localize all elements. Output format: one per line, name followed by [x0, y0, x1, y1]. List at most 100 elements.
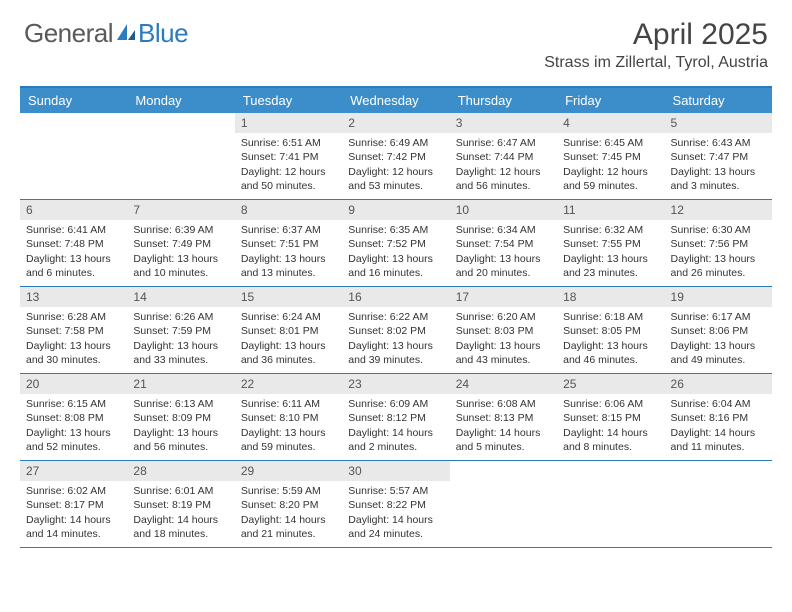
day-number: 13: [20, 287, 127, 307]
sunset-text: Sunset: 7:48 PM: [26, 237, 121, 251]
day-cell: 17Sunrise: 6:20 AMSunset: 8:03 PMDayligh…: [450, 287, 557, 373]
day-cell: [450, 461, 557, 547]
day-number: 17: [450, 287, 557, 307]
day-body: Sunrise: 6:02 AMSunset: 8:17 PMDaylight:…: [20, 481, 127, 545]
day-cell: 20Sunrise: 6:15 AMSunset: 8:08 PMDayligh…: [20, 374, 127, 460]
daylight-text: Daylight: 14 hours and 2 minutes.: [348, 426, 443, 454]
daylight-text: Daylight: 12 hours and 50 minutes.: [241, 165, 336, 193]
day-number: 29: [235, 461, 342, 481]
day-number: 18: [557, 287, 664, 307]
day-number: 20: [20, 374, 127, 394]
daylight-text: Daylight: 14 hours and 8 minutes.: [563, 426, 658, 454]
daylight-text: Daylight: 14 hours and 18 minutes.: [133, 513, 228, 541]
week-row: 20Sunrise: 6:15 AMSunset: 8:08 PMDayligh…: [20, 374, 772, 461]
day-cell: 1Sunrise: 6:51 AMSunset: 7:41 PMDaylight…: [235, 113, 342, 199]
sunrise-text: Sunrise: 6:41 AM: [26, 223, 121, 237]
day-number: 21: [127, 374, 234, 394]
sunset-text: Sunset: 8:12 PM: [348, 411, 443, 425]
dow-tuesday: Tuesday: [235, 88, 342, 113]
day-cell: [557, 461, 664, 547]
day-number: 2: [342, 113, 449, 133]
sunrise-text: Sunrise: 6:11 AM: [241, 397, 336, 411]
logo-sail-icon: [115, 18, 137, 49]
day-cell: 13Sunrise: 6:28 AMSunset: 7:58 PMDayligh…: [20, 287, 127, 373]
logo-text-blue: Blue: [138, 18, 188, 49]
sunrise-text: Sunrise: 6:13 AM: [133, 397, 228, 411]
sunset-text: Sunset: 8:19 PM: [133, 498, 228, 512]
day-body: Sunrise: 6:37 AMSunset: 7:51 PMDaylight:…: [235, 220, 342, 284]
day-cell: 21Sunrise: 6:13 AMSunset: 8:09 PMDayligh…: [127, 374, 234, 460]
day-cell: 25Sunrise: 6:06 AMSunset: 8:15 PMDayligh…: [557, 374, 664, 460]
sunrise-text: Sunrise: 6:17 AM: [671, 310, 766, 324]
sunset-text: Sunset: 8:02 PM: [348, 324, 443, 338]
day-number: 12: [665, 200, 772, 220]
day-cell: 15Sunrise: 6:24 AMSunset: 8:01 PMDayligh…: [235, 287, 342, 373]
day-body: Sunrise: 6:20 AMSunset: 8:03 PMDaylight:…: [450, 307, 557, 371]
day-body: Sunrise: 6:49 AMSunset: 7:42 PMDaylight:…: [342, 133, 449, 197]
daylight-text: Daylight: 13 hours and 36 minutes.: [241, 339, 336, 367]
day-body: Sunrise: 6:13 AMSunset: 8:09 PMDaylight:…: [127, 394, 234, 458]
sunset-text: Sunset: 7:44 PM: [456, 150, 551, 164]
day-body: Sunrise: 6:45 AMSunset: 7:45 PMDaylight:…: [557, 133, 664, 197]
weeks-container: 1Sunrise: 6:51 AMSunset: 7:41 PMDaylight…: [20, 113, 772, 548]
day-cell: 29Sunrise: 5:59 AMSunset: 8:20 PMDayligh…: [235, 461, 342, 547]
daylight-text: Daylight: 14 hours and 14 minutes.: [26, 513, 121, 541]
day-number: 3: [450, 113, 557, 133]
sunset-text: Sunset: 7:41 PM: [241, 150, 336, 164]
day-body: Sunrise: 6:06 AMSunset: 8:15 PMDaylight:…: [557, 394, 664, 458]
day-cell: 14Sunrise: 6:26 AMSunset: 7:59 PMDayligh…: [127, 287, 234, 373]
day-number: 14: [127, 287, 234, 307]
sunset-text: Sunset: 8:01 PM: [241, 324, 336, 338]
day-cell: 10Sunrise: 6:34 AMSunset: 7:54 PMDayligh…: [450, 200, 557, 286]
sunrise-text: Sunrise: 6:47 AM: [456, 136, 551, 150]
sunset-text: Sunset: 7:55 PM: [563, 237, 658, 251]
day-number: 5: [665, 113, 772, 133]
day-body: Sunrise: 6:26 AMSunset: 7:59 PMDaylight:…: [127, 307, 234, 371]
sunrise-text: Sunrise: 6:45 AM: [563, 136, 658, 150]
day-cell: 22Sunrise: 6:11 AMSunset: 8:10 PMDayligh…: [235, 374, 342, 460]
day-body: Sunrise: 6:51 AMSunset: 7:41 PMDaylight:…: [235, 133, 342, 197]
day-body: Sunrise: 6:01 AMSunset: 8:19 PMDaylight:…: [127, 481, 234, 545]
day-cell: 30Sunrise: 5:57 AMSunset: 8:22 PMDayligh…: [342, 461, 449, 547]
sunset-text: Sunset: 7:59 PM: [133, 324, 228, 338]
day-number: 7: [127, 200, 234, 220]
location-subtitle: Strass im Zillertal, Tyrol, Austria: [544, 54, 768, 72]
day-body: Sunrise: 6:41 AMSunset: 7:48 PMDaylight:…: [20, 220, 127, 284]
sunrise-text: Sunrise: 5:57 AM: [348, 484, 443, 498]
calendar: Sunday Monday Tuesday Wednesday Thursday…: [20, 86, 772, 548]
week-row: 1Sunrise: 6:51 AMSunset: 7:41 PMDaylight…: [20, 113, 772, 200]
daylight-text: Daylight: 13 hours and 56 minutes.: [133, 426, 228, 454]
day-number: 23: [342, 374, 449, 394]
page-header: General Blue April 2025 Strass im Ziller…: [0, 0, 792, 80]
week-row: 13Sunrise: 6:28 AMSunset: 7:58 PMDayligh…: [20, 287, 772, 374]
day-body: Sunrise: 6:09 AMSunset: 8:12 PMDaylight:…: [342, 394, 449, 458]
sunset-text: Sunset: 8:15 PM: [563, 411, 658, 425]
day-cell: 2Sunrise: 6:49 AMSunset: 7:42 PMDaylight…: [342, 113, 449, 199]
sunset-text: Sunset: 8:20 PM: [241, 498, 336, 512]
sunset-text: Sunset: 7:58 PM: [26, 324, 121, 338]
day-number: 25: [557, 374, 664, 394]
day-number: 15: [235, 287, 342, 307]
day-body: Sunrise: 6:22 AMSunset: 8:02 PMDaylight:…: [342, 307, 449, 371]
sunrise-text: Sunrise: 6:35 AM: [348, 223, 443, 237]
day-number: 8: [235, 200, 342, 220]
daylight-text: Daylight: 13 hours and 46 minutes.: [563, 339, 658, 367]
day-body: Sunrise: 6:43 AMSunset: 7:47 PMDaylight:…: [665, 133, 772, 197]
daylight-text: Daylight: 13 hours and 6 minutes.: [26, 252, 121, 280]
day-body: Sunrise: 6:15 AMSunset: 8:08 PMDaylight:…: [20, 394, 127, 458]
day-number: 22: [235, 374, 342, 394]
sunrise-text: Sunrise: 6:02 AM: [26, 484, 121, 498]
day-body: Sunrise: 6:47 AMSunset: 7:44 PMDaylight:…: [450, 133, 557, 197]
daylight-text: Daylight: 14 hours and 5 minutes.: [456, 426, 551, 454]
sunrise-text: Sunrise: 6:39 AM: [133, 223, 228, 237]
daylight-text: Daylight: 13 hours and 10 minutes.: [133, 252, 228, 280]
week-row: 6Sunrise: 6:41 AMSunset: 7:48 PMDaylight…: [20, 200, 772, 287]
dow-sunday: Sunday: [20, 88, 127, 113]
day-cell: 9Sunrise: 6:35 AMSunset: 7:52 PMDaylight…: [342, 200, 449, 286]
sunset-text: Sunset: 8:08 PM: [26, 411, 121, 425]
daylight-text: Daylight: 13 hours and 20 minutes.: [456, 252, 551, 280]
daylight-text: Daylight: 13 hours and 3 minutes.: [671, 165, 766, 193]
daylight-text: Daylight: 13 hours and 52 minutes.: [26, 426, 121, 454]
sunrise-text: Sunrise: 6:18 AM: [563, 310, 658, 324]
sunrise-text: Sunrise: 6:09 AM: [348, 397, 443, 411]
